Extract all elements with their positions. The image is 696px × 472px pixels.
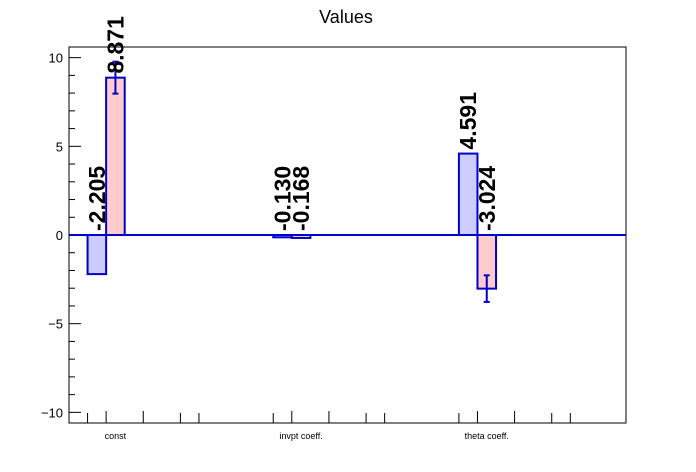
y-tick-label: −10 xyxy=(41,405,63,420)
data-label: -0.130 xyxy=(270,166,296,231)
data-label: 4.591 xyxy=(455,92,481,150)
x-category-label: invpt coeff. xyxy=(279,431,322,441)
y-tick-label: −5 xyxy=(48,317,63,332)
chart-title: Values xyxy=(319,7,373,27)
data-labels: -2.205 -0.130 4.591 8.871 -0.168 -3.024 xyxy=(84,16,500,231)
data-label: -2.205 xyxy=(84,166,110,231)
x-axis: const invpt coeff. theta coeff. xyxy=(87,411,571,441)
y-tick-label: 5 xyxy=(56,139,63,154)
data-label: -3.024 xyxy=(474,166,500,231)
x-category-label: const xyxy=(105,431,127,441)
x-category-label: theta coeff. xyxy=(465,431,509,441)
bar xyxy=(86,234,108,276)
data-label: 8.871 xyxy=(102,16,128,74)
data-label: -0.168 xyxy=(288,166,314,231)
error-bars xyxy=(112,60,490,303)
y-tick-label: 10 xyxy=(49,51,63,66)
y-axis: −10 −5 0 5 10 xyxy=(41,51,81,420)
y-tick-label: 0 xyxy=(56,228,63,243)
